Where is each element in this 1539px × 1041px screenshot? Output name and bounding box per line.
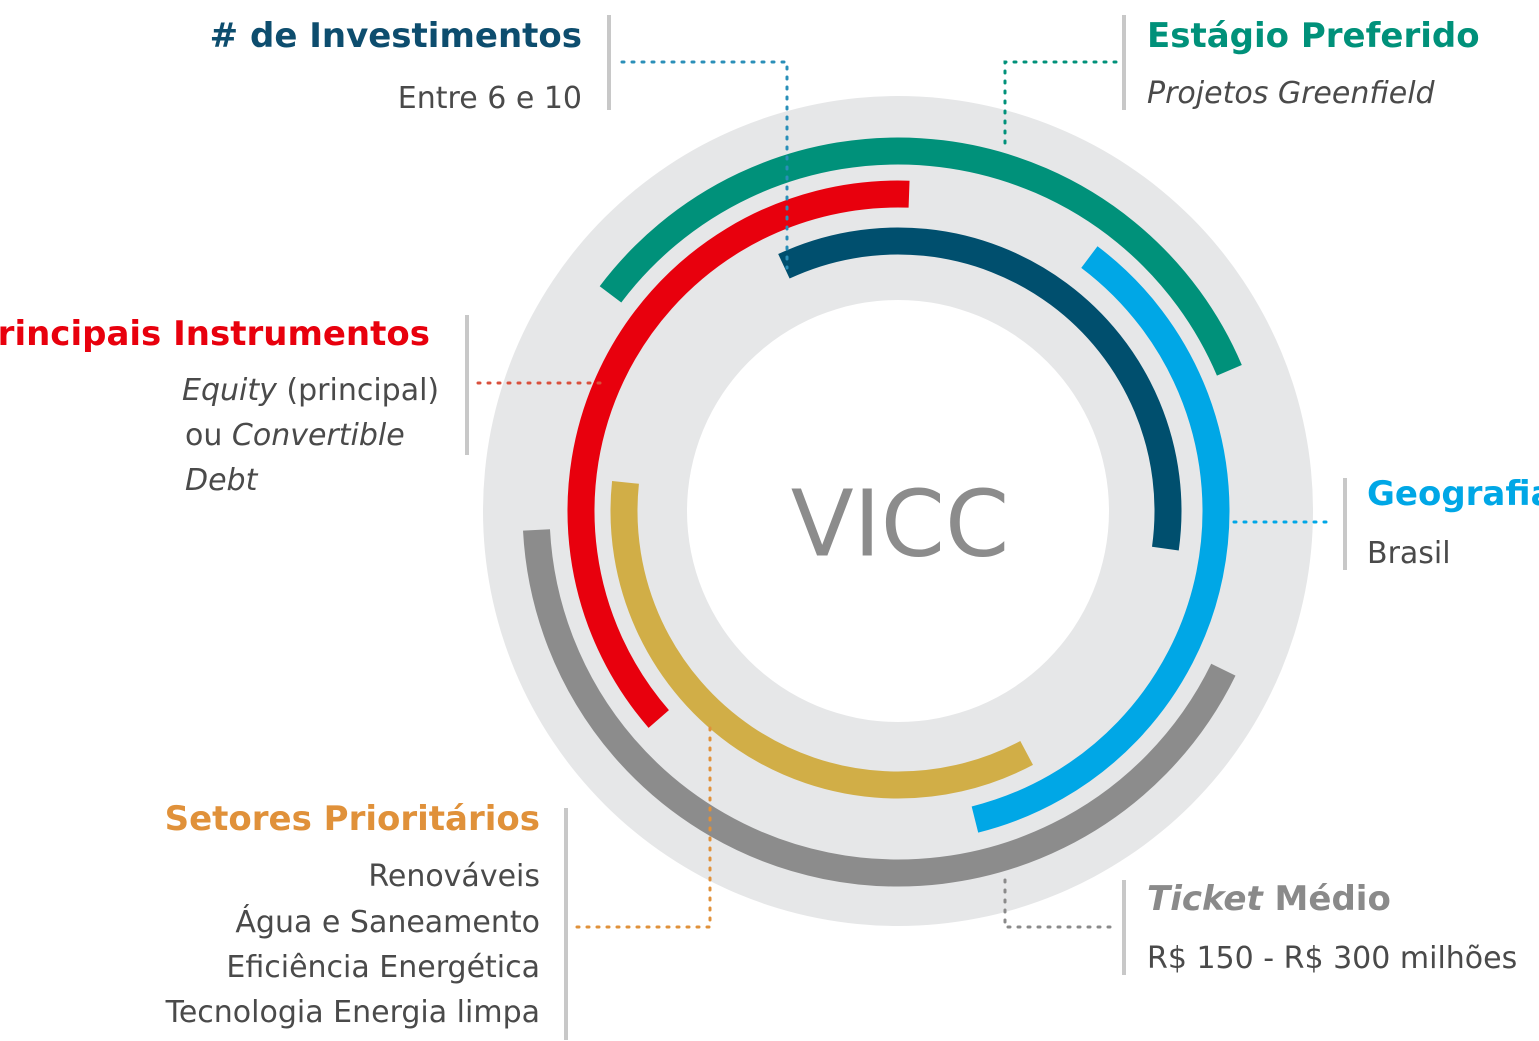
section-title: # de Investimentos [210, 16, 582, 56]
part: (principal) [277, 373, 439, 408]
section-title: Setores Prioritários [165, 799, 540, 839]
connector [620, 60, 789, 270]
section-line: Renováveis [368, 859, 540, 894]
section-title: Principais Instrumentos [0, 314, 430, 354]
section-title: Ticket Médio [1147, 879, 1391, 919]
arc [778, 227, 1182, 551]
arc [971, 246, 1230, 833]
section-line: Equity (principal) [182, 373, 439, 408]
section-line: Eficiência Energética [226, 950, 540, 985]
section-line: R$ 150 - R$ 300 milhões [1147, 941, 1517, 976]
section-line: Debt [185, 463, 259, 498]
arcs [523, 137, 1242, 887]
part: Médio [1263, 879, 1391, 919]
section-line: Brasil [1367, 536, 1451, 571]
inner-disk [687, 300, 1109, 722]
connector [1003, 873, 1112, 929]
italic-part: Ticket [1147, 879, 1264, 919]
arc [599, 137, 1242, 376]
connector [1003, 60, 1118, 152]
section-line: Tecnologia Energia limpa [165, 995, 540, 1030]
arc [610, 480, 1033, 799]
section-line: Entre 6 e 10 [398, 81, 582, 116]
italic-part: Equity [182, 373, 278, 408]
section-line: Água e Saneamento [235, 904, 540, 940]
connector [575, 720, 712, 929]
center-label: VICC [791, 470, 1010, 577]
arc [523, 529, 1236, 887]
part: ou [185, 418, 232, 453]
arc [567, 180, 910, 728]
italic-part: Convertible [232, 418, 405, 453]
section-title: Estágio Preferido [1147, 16, 1480, 56]
section-title: Geografia [1367, 474, 1539, 514]
section-line: Projetos Greenfield [1147, 76, 1436, 111]
section-line: ou Convertible [185, 418, 405, 453]
